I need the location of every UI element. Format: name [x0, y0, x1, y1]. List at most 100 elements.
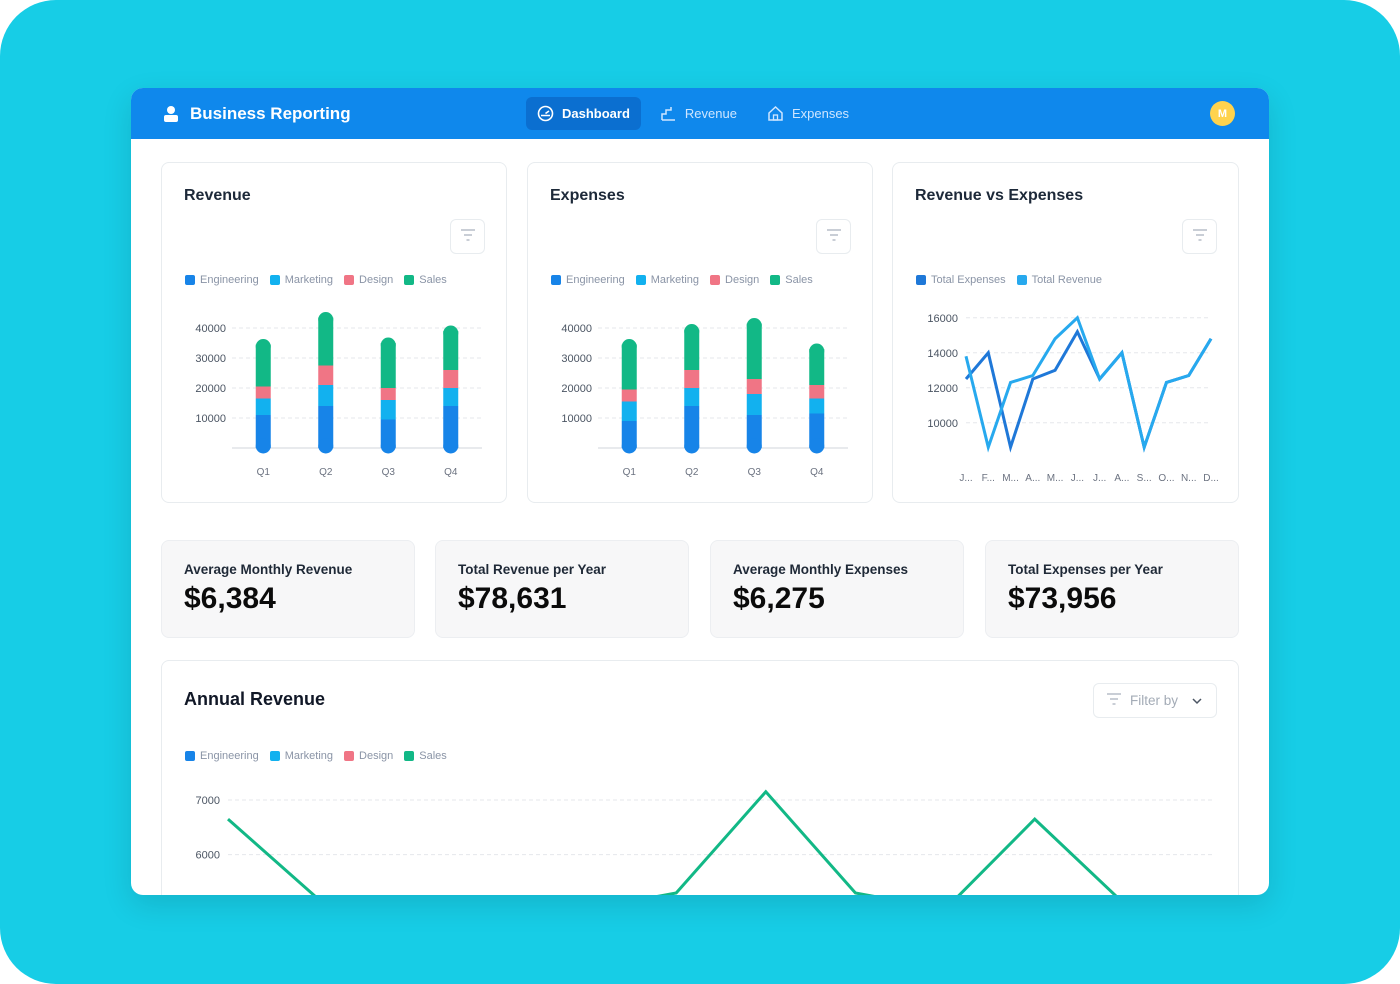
legend-swatch: [916, 275, 926, 285]
rev-vs-exp-legend: Total Expenses Total Revenue: [916, 274, 1102, 286]
legend-label: Marketing: [284, 750, 334, 762]
brand[interactable]: Business Reporting: [162, 88, 351, 139]
legend-item: Design: [710, 274, 759, 286]
bar-cap: [684, 324, 700, 339]
x-tick-label: Q3: [748, 467, 762, 478]
legend-item: Engineering: [185, 274, 259, 286]
legend-label: Sales: [785, 274, 813, 286]
x-tick-label: D...: [1203, 473, 1219, 484]
bar-cap: [443, 325, 459, 341]
home-icon: [767, 105, 784, 122]
main-nav: Dashboard Revenue Expenses: [526, 97, 860, 130]
legend-item: Marketing: [635, 274, 700, 286]
y-tick-label: 14000: [927, 348, 958, 360]
bar-segment-design: [443, 370, 459, 388]
legend-item: Engineering: [551, 274, 625, 286]
stat-value: $73,956: [1008, 582, 1117, 615]
revenue-filter-button[interactable]: [450, 219, 485, 254]
expenses-filter-button[interactable]: [816, 219, 851, 254]
avatar[interactable]: M: [1210, 101, 1235, 126]
legend-label: Engineering: [566, 274, 625, 286]
bar-segment-marketing: [255, 398, 271, 415]
stacked-bar: [809, 343, 825, 454]
stat-label: Total Expenses per Year: [1008, 562, 1163, 577]
x-tick-label: Q3: [382, 467, 396, 478]
legend-item: Engineering: [185, 750, 259, 762]
bar-cap: [380, 438, 396, 454]
bar-segment-sales: [684, 329, 700, 370]
legend-swatch: [344, 751, 355, 761]
legend-item: Marketing: [269, 750, 334, 762]
bar-cap: [621, 438, 637, 454]
x-tick-label: M...: [1002, 473, 1019, 484]
revenue-legend: Engineering Marketing Design Sales: [185, 274, 447, 286]
filter-icon: [826, 228, 842, 246]
legend-swatch: [1016, 275, 1027, 285]
bar-segment-design: [809, 385, 825, 399]
x-tick-label: F...: [982, 473, 995, 484]
chart-line-icon: [660, 105, 677, 122]
y-tick-label: 7000: [196, 795, 220, 807]
filter-icon: [1192, 228, 1208, 246]
y-tick-label: 16000: [927, 313, 958, 325]
app-window: Business Reporting Dashboard Revenue Exp…: [131, 88, 1269, 895]
expenses-chart: 10000 20000 30000 40000 Q1 Q2 Q3 Q4: [561, 318, 848, 478]
legend-label: Total Expenses: [931, 274, 1006, 286]
filter-icon: [460, 228, 476, 246]
bar-segment-sales: [255, 344, 271, 387]
legend-swatch: [185, 751, 195, 761]
bar-segment-design: [255, 386, 271, 399]
stat-card-avg-monthly-revenue: Average Monthly Revenue $6,384: [161, 540, 415, 638]
stat-card-avg-monthly-expenses: Average Monthly Expenses $6,275: [710, 540, 964, 638]
nav-revenue[interactable]: Revenue: [649, 97, 748, 130]
legend-label: Marketing: [650, 274, 700, 286]
legend-label: Engineering: [200, 750, 259, 762]
bar-segment-sales: [621, 344, 637, 390]
nav-expenses[interactable]: Expenses: [756, 97, 860, 130]
y-tick-label: 10000: [561, 413, 592, 425]
x-tick-label: J...: [959, 473, 972, 484]
bar-segment-design: [318, 365, 334, 385]
annual-legend: Engineering Marketing Design Sales: [185, 750, 447, 762]
legend-label: Design: [359, 274, 394, 286]
annual-revenue-chart: 6000 7000: [196, 789, 1214, 895]
nav-dashboard-label: Dashboard: [562, 106, 630, 121]
series-line-sales: [227, 789, 1118, 895]
revenue-chart: 10000 20000 30000 40000 Q1 Q2 Q3 Q4: [195, 312, 482, 478]
bar-segment-design: [684, 370, 700, 388]
bar-cap: [684, 438, 700, 454]
x-tick-label: J...: [1093, 473, 1106, 484]
y-tick-label: 10000: [195, 413, 226, 425]
bar-segment-design: [380, 388, 396, 400]
user-icon: [162, 105, 180, 123]
x-tick-label: S...: [1137, 473, 1152, 484]
x-tick-label: Q2: [319, 467, 333, 478]
rev-vs-exp-filter-button[interactable]: [1182, 219, 1217, 254]
x-tick-label: Q1: [257, 467, 271, 478]
legend-label: Engineering: [200, 274, 259, 286]
stacked-bar: [255, 339, 271, 454]
bar-cap: [380, 337, 396, 353]
bar-cap: [621, 339, 637, 354]
legend-item: Sales: [404, 750, 447, 762]
rev-vs-exp-chart: 10000 12000 14000 16000 J... F... M... A... M...…: [927, 313, 1219, 484]
rev-vs-exp-card-title: Revenue vs Expenses: [915, 187, 1084, 204]
nav-dashboard[interactable]: Dashboard: [526, 97, 641, 130]
legend-label: Design: [725, 274, 760, 286]
x-tick-label: J...: [1071, 473, 1084, 484]
legend-label: Sales: [419, 274, 447, 286]
stat-card-total-revenue-year: Total Revenue per Year $78,631: [435, 540, 689, 638]
legend-swatch: [635, 275, 646, 285]
dashboard-icon: [537, 105, 554, 122]
legend-label: Total Revenue: [1031, 274, 1102, 286]
x-tick-label: N...: [1181, 473, 1197, 484]
expenses-card: Expenses Engineering Marketing Design Sa…: [527, 162, 873, 503]
chevron-down-icon: [1192, 693, 1202, 708]
app-title: Business Reporting: [190, 103, 351, 123]
bar-segment-engineering: [443, 406, 459, 448]
filter-by-dropdown[interactable]: Filter by: [1093, 683, 1217, 718]
annual-revenue-title: Annual Revenue: [184, 689, 326, 709]
bar-segment-marketing: [746, 394, 762, 415]
bar-segment-design: [621, 389, 637, 402]
legend-swatch: [404, 751, 415, 761]
